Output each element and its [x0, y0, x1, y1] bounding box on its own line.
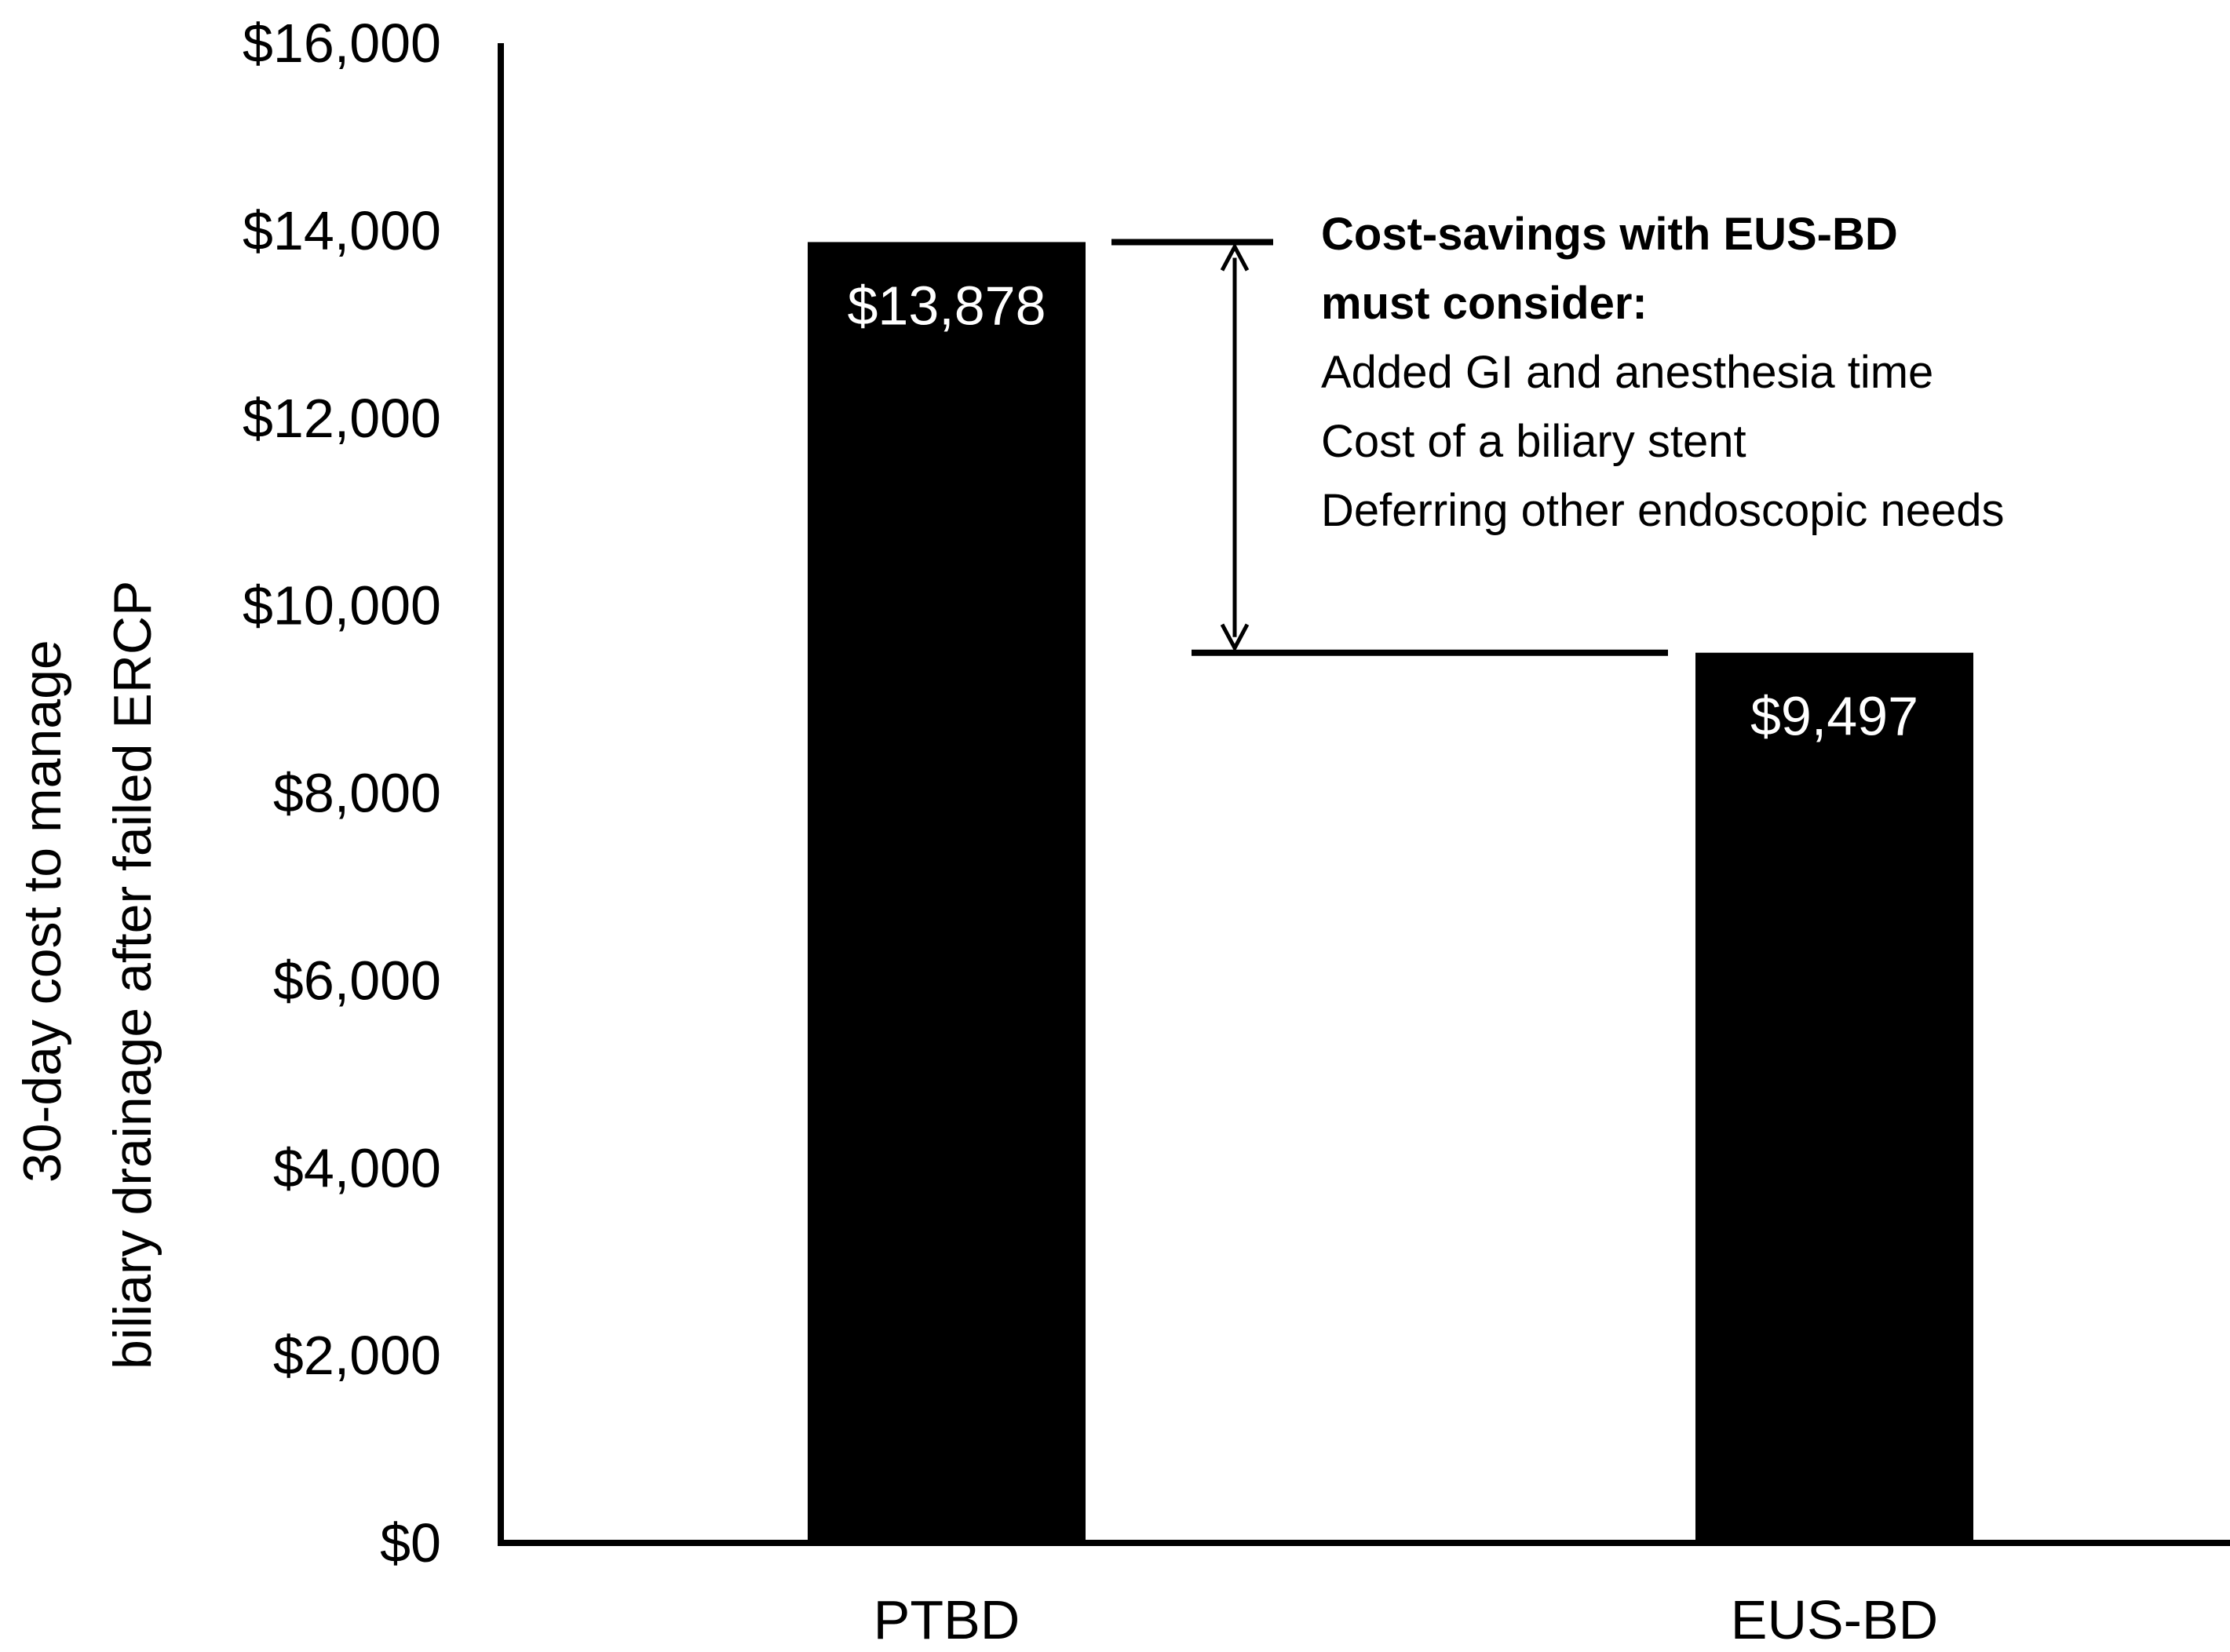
y-tick-label: $16,000: [243, 13, 441, 74]
x-tick-label: EUS-BD: [1731, 1589, 1938, 1650]
note-title-line-2: must consider:: [1321, 278, 1648, 329]
difference-marker: [1111, 239, 1668, 656]
note-title-line-1: Cost-savings with EUS-BD: [1321, 209, 1898, 260]
bar-eus-bd: [1695, 652, 1973, 1543]
y-tick-label: $12,000: [243, 388, 441, 449]
bar-value-label: $9,497: [1750, 686, 1918, 747]
cost-savings-note: Cost-savings with EUS-BD must consider: …: [1321, 200, 2005, 545]
arrowhead-down: [1220, 623, 1250, 653]
bar-value-labels: $13,878 $9,497: [847, 275, 1918, 746]
y-axis-title: 30-day cost to manage biliary drainage a…: [0, 0, 204, 1652]
y-tick-label: $8,000: [273, 763, 441, 824]
y-axis-title-line-1: 30-day cost to manage: [13, 640, 72, 1183]
note-item: Added GI and anesthesia time: [1321, 347, 1934, 398]
y-tick-label: $10,000: [243, 575, 441, 636]
y-tick-label: $14,000: [243, 200, 441, 261]
note-item: Deferring other endoscopic needs: [1321, 485, 2005, 536]
y-axis-title-line-2: biliary drainage after failed ERCP: [103, 580, 162, 1369]
y-tick-label: $6,000: [273, 950, 441, 1011]
y-tick-label: $2,000: [273, 1325, 441, 1386]
bar-ptbd: [808, 242, 1086, 1543]
y-tick-label: $4,000: [273, 1137, 441, 1198]
x-axis-tick-labels: PTBD EUS-BD: [874, 1589, 1939, 1650]
bars: [808, 242, 1973, 1543]
note-item: Cost of a biliary stent: [1321, 416, 1746, 467]
bar-value-label: $13,878: [847, 275, 1046, 336]
x-tick-label: PTBD: [874, 1589, 1020, 1650]
y-tick-label: $0: [380, 1512, 441, 1574]
y-axis-tick-labels: $0 $2,000 $4,000 $6,000 $8,000 $10,000 $12,000…: [243, 13, 441, 1574]
arrowhead-up: [1220, 243, 1250, 272]
